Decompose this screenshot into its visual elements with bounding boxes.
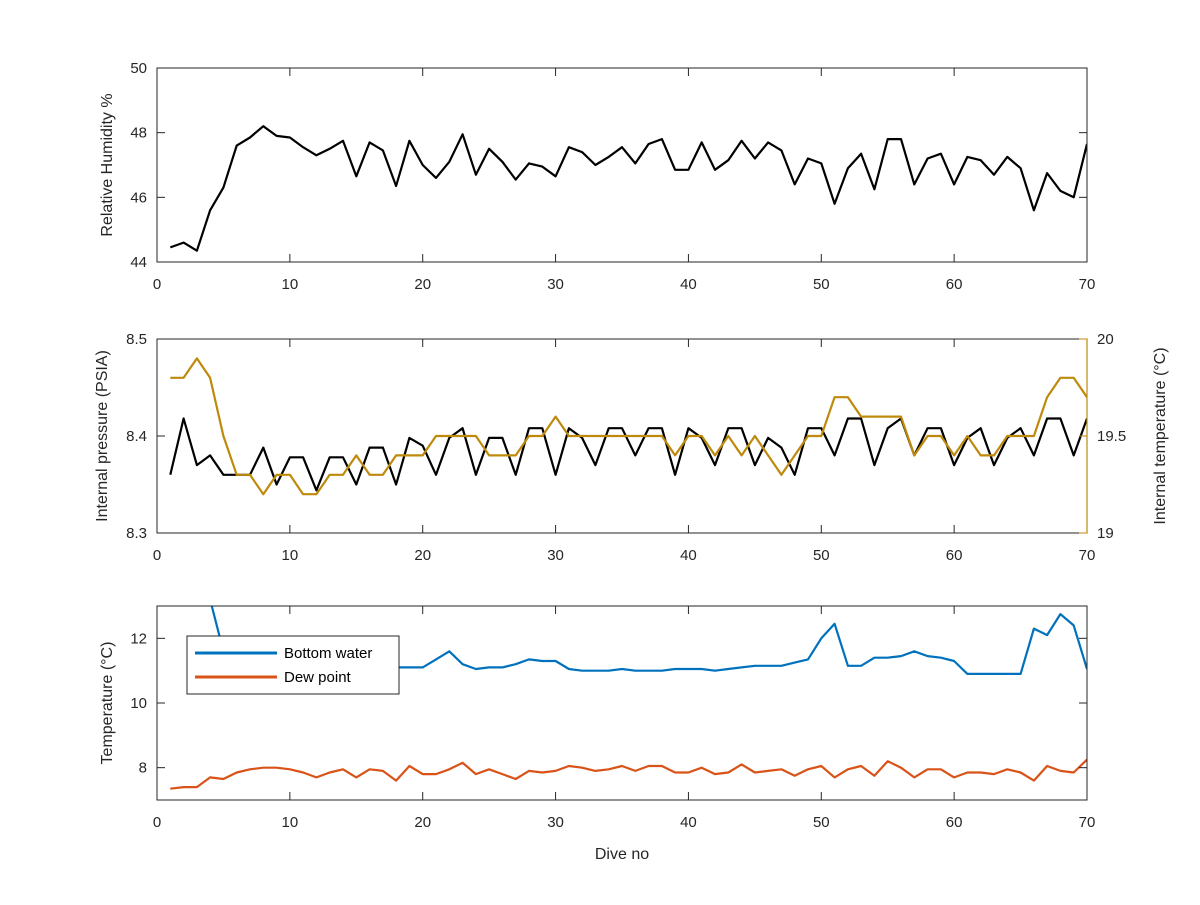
y-tick-label: 10 [130,695,147,712]
x-tick-label: 70 [1079,814,1096,831]
y-tick-label: 50 [130,60,147,77]
y-tick-label: 48 [130,125,147,142]
x-tick-label: 10 [282,547,299,564]
y-tick-label: 12 [130,630,147,647]
y2-tick-label: 19.5 [1097,428,1126,445]
y-tick-label: 8.3 [126,525,147,542]
series-line-1-1 [169,125,1087,252]
x-tick-label: 30 [547,547,564,564]
chart-panel-3: 0 10 20 30 40 50 60 70 8 10 12 Temperature (°C) Dive… [99,605,1096,863]
y2-tick-label: 19 [1097,525,1114,542]
x-tick-label: 40 [680,276,697,293]
y-tick-label: 44 [130,254,147,271]
y-axis-label: Internal pressure (PSIA) [94,350,111,522]
series-line-2-1 [169,417,1087,492]
x-tick-label: 20 [414,547,431,564]
x-tick-label: 20 [414,814,431,831]
x-tick-label: 0 [153,276,161,293]
x-tick-label: 50 [813,547,830,564]
chart-panel-1: 0 10 20 30 40 50 60 70 44 46 48 50 Relative Humidity… [99,60,1095,293]
x-tick-label: 30 [547,814,564,831]
x-tick-label: 0 [153,814,161,831]
y-tick-label: 8.4 [126,428,147,445]
series-line-2-2 [170,357,1087,496]
x-tick-label: 60 [946,276,963,293]
x-tick-label: 40 [680,547,697,564]
x-tick-label: 10 [282,814,299,831]
x-tick-label: 70 [1079,276,1096,293]
legend-label-1: Dew point [284,669,352,686]
x-tick-label: 50 [813,814,830,831]
x-tick-label: 0 [153,547,161,564]
x-tick-label: 50 [813,276,830,293]
x-axis-label: Dive no [595,846,649,863]
y2-tick-label: 20 [1097,331,1114,348]
series-line-dew-point [170,758,1087,790]
legend-label-0: Bottom water [284,645,372,662]
x-tick-label: 60 [946,814,963,831]
x-tick-label: 60 [946,547,963,564]
y2-axis-label: Internal temperature (°C) [1152,347,1169,524]
y-axis-label: Relative Humidity % [99,93,116,236]
x-tick-label: 40 [680,814,697,831]
x-tick-label: 10 [282,276,299,293]
chart-panel-2: 0 10 20 30 40 50 60 70 8.3 8.4 8.5 19 19.5 20 Internal… [94,331,1169,564]
y-axis-label: Temperature (°C) [99,642,116,765]
y-tick-label: 46 [130,189,147,206]
x-tick-label: 30 [547,276,564,293]
y-tick-label: 8 [139,760,147,777]
y-tick-label: 8.5 [126,331,147,348]
legend: Bottom water Dew point [186,635,400,695]
x-tick-label: 70 [1079,547,1096,564]
legend-box [186,635,400,695]
plot-frame [156,67,1088,263]
x-tick-label: 20 [414,276,431,293]
